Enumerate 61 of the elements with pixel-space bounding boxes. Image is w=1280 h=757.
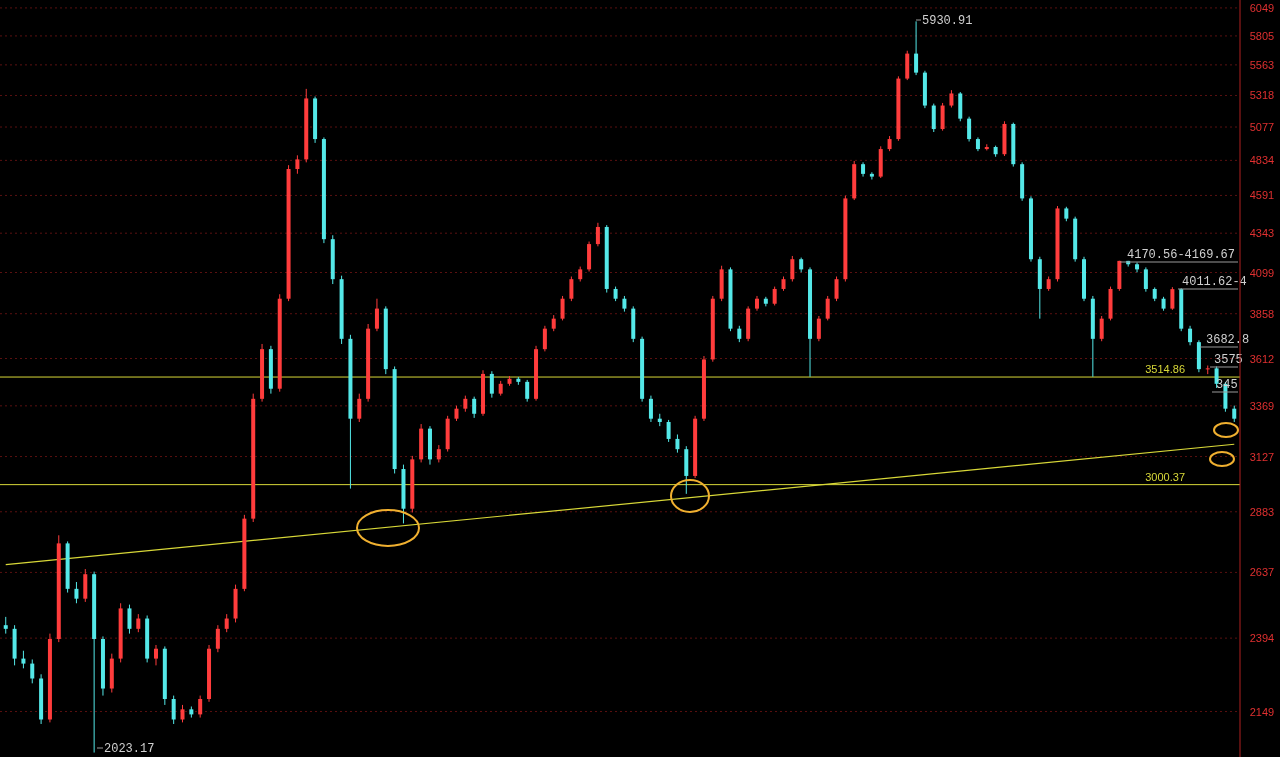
candlestick [914, 20, 919, 76]
candlestick [215, 624, 220, 653]
candlestick [569, 276, 574, 302]
annotation: 5930.91 [922, 14, 973, 28]
candlestick [472, 396, 477, 419]
annotation: 3682.8 [1206, 333, 1250, 347]
candlestick [1170, 286, 1175, 311]
y-tick-label: 4834 [1249, 154, 1275, 167]
y-tick-label: 3858 [1249, 307, 1275, 320]
ref-line-label: 3514.86 [1145, 363, 1185, 376]
candlestick [940, 102, 945, 132]
y-tick-label: 5805 [1249, 29, 1275, 42]
candlestick [675, 434, 680, 454]
candlestick [136, 613, 141, 633]
y-tick-label: 3127 [1249, 450, 1275, 463]
candlestick [153, 644, 158, 666]
candlestick [295, 154, 300, 175]
y-tick-label: 6049 [1249, 1, 1275, 14]
candlestick [560, 295, 565, 321]
candlestick [198, 695, 203, 719]
candlestick [357, 393, 362, 423]
candlestick [869, 171, 874, 180]
candlestick [489, 370, 494, 399]
candlestick [834, 276, 839, 302]
candlestick [127, 604, 132, 635]
y-tick-label: 5077 [1249, 121, 1275, 134]
candlestick [825, 295, 830, 321]
candlestick [224, 613, 229, 633]
candlestick [74, 581, 79, 604]
annotation: 2023.17 [104, 742, 155, 756]
y-tick-label: 2394 [1249, 632, 1275, 645]
candlestick [967, 116, 972, 143]
candlestick [171, 695, 176, 725]
candlestick [1143, 266, 1148, 293]
candlestick [648, 395, 653, 423]
annotation: 4170.56-4169.67 [1127, 248, 1236, 262]
annotation: 4011.62-4 [1182, 275, 1247, 289]
y-tick-label: 2883 [1249, 505, 1275, 518]
candlestick [931, 103, 936, 133]
candlestick [30, 658, 35, 684]
candlestick [1099, 315, 1104, 342]
annotation: 3575 [1214, 353, 1243, 367]
y-tick-label: 2637 [1249, 566, 1275, 579]
candlestick [1188, 325, 1193, 346]
candlestick [790, 255, 795, 283]
y-tick-label: 4343 [1249, 227, 1275, 240]
candlestick [374, 298, 379, 332]
y-tick-label: 5563 [1249, 58, 1275, 71]
y-tick-label: 4099 [1249, 266, 1275, 279]
candlestick [595, 222, 600, 247]
candlestick [666, 419, 671, 443]
y-tick-label: 5318 [1249, 89, 1275, 102]
y-tick-label: 4591 [1249, 189, 1275, 202]
y-tick-label: 2149 [1249, 705, 1275, 718]
ref-line-label: 3000.37 [1145, 470, 1185, 483]
candlestick [542, 325, 547, 352]
candlestick [525, 379, 530, 403]
y-tick-label: 3612 [1249, 352, 1275, 365]
y-tick-label: 3369 [1249, 399, 1275, 412]
candlestick [772, 286, 777, 306]
candlestick [816, 315, 821, 342]
